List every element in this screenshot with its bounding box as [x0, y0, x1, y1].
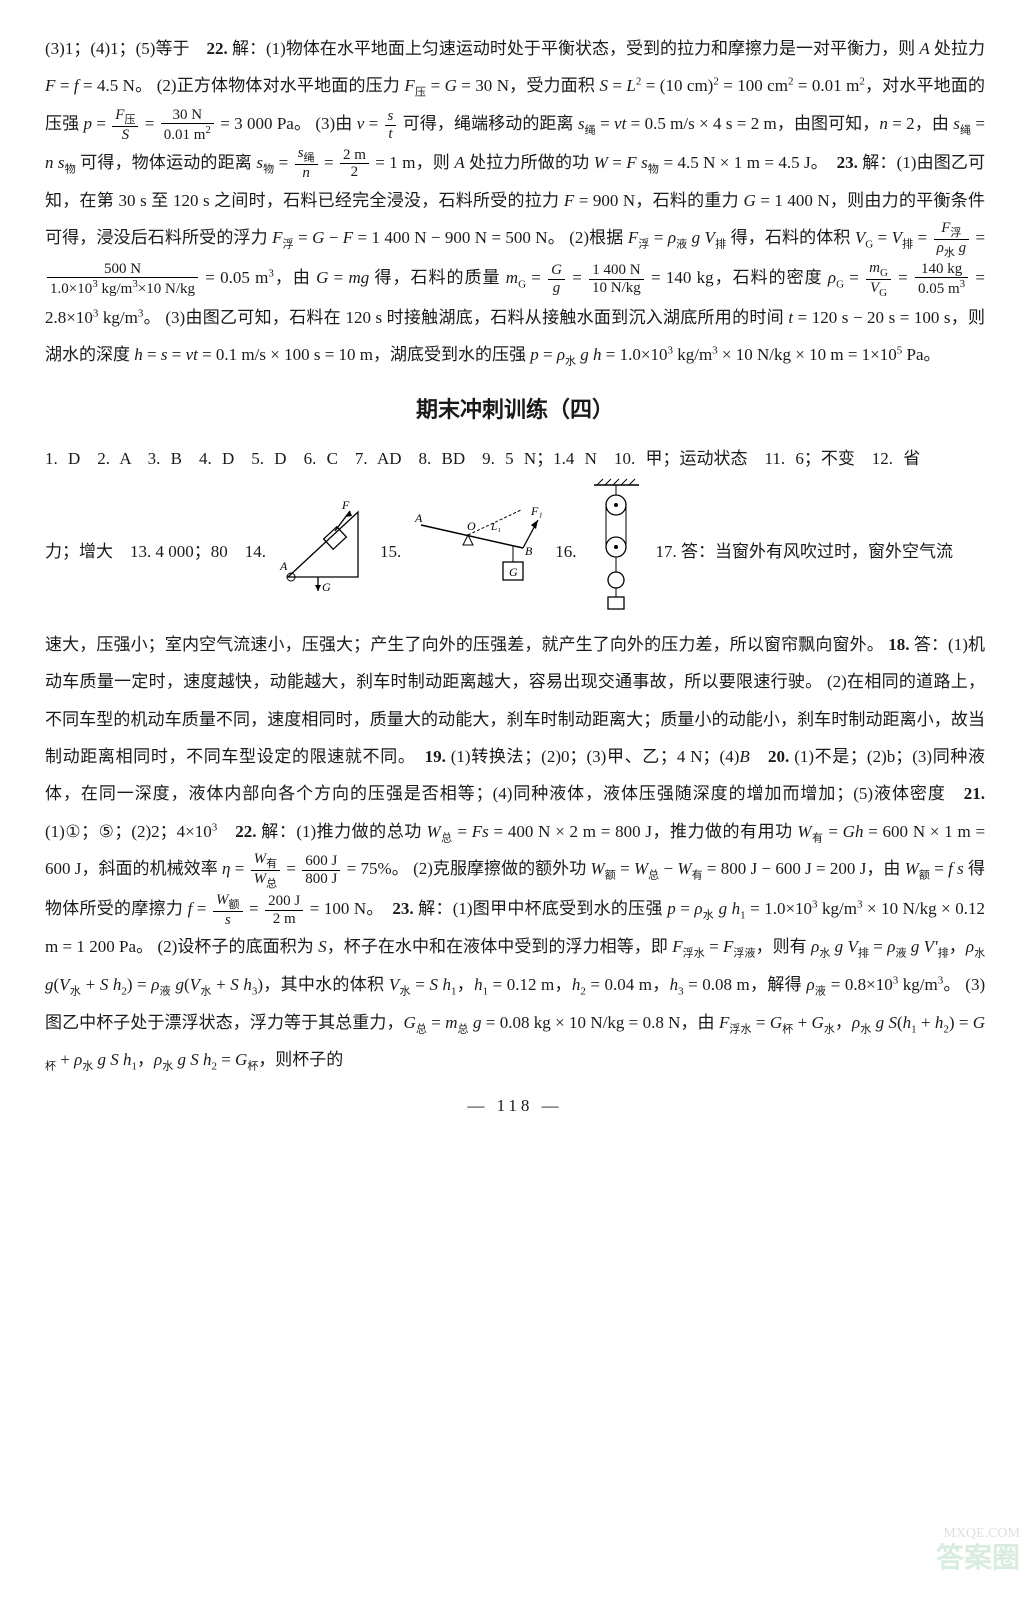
page-number: — 118 — [45, 1087, 985, 1124]
label-15: 15. [380, 533, 401, 570]
label-17: 17. 答：当窗外有风吹过时，窗外空气流 [656, 533, 954, 570]
svg-text:A: A [279, 559, 288, 573]
mcq-answers: 1. D 2. A 3. B 4. D 5. D 6. C 7. AD 8. B… [45, 440, 985, 477]
svg-text:F₁: F₁ [530, 504, 543, 518]
figure-16-pulley [589, 477, 644, 625]
top-paragraph: (3)1；(4)1；(5)等于 22. 解：(1)物体在水平地面上匀速运动时处于… [45, 30, 985, 374]
svg-text:L₁: L₁ [490, 521, 501, 533]
q13-17-row: 力；增大 13. 4 000；80 14. F A G 15. A O L₁ [45, 477, 985, 625]
svg-text:B: B [525, 544, 533, 558]
svg-text:F: F [341, 498, 350, 512]
bottom-paragraph: 速大，压强小；室内空气流速小，压强大；产生了向外的压强差，就产生了向外的压力差，… [45, 626, 985, 1079]
section-title: 期末冲刺训练（四） [45, 386, 985, 434]
label-16: 16. [555, 533, 576, 570]
figure-14-incline: F A G [278, 497, 368, 605]
svg-text:G: G [509, 565, 518, 579]
figure-15-lever: A O L₁ F₁ B G [413, 500, 543, 603]
watermark-logo: 答案圈 [936, 1528, 1020, 1590]
svg-text:G: G [322, 580, 331, 592]
q13-prefix: 力；增大 13. 4 000；80 14. [45, 533, 266, 570]
svg-text:O: O [467, 519, 476, 533]
svg-text:A: A [414, 511, 423, 525]
